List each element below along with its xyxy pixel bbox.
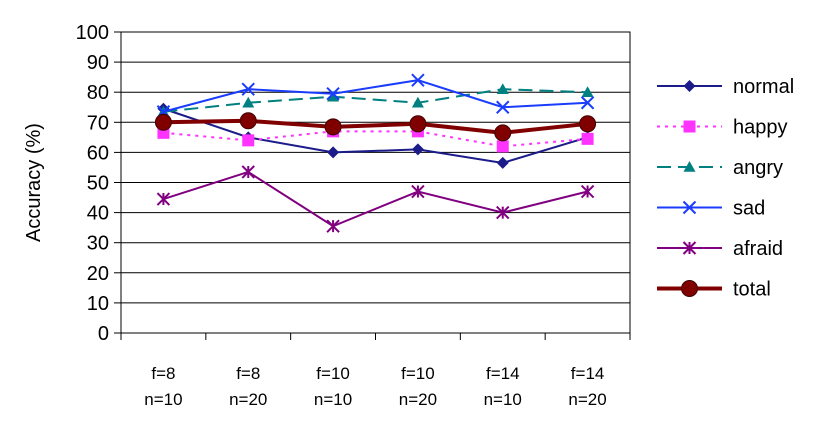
- x-tick-label-line: n=20: [568, 390, 606, 409]
- data-point-afraid: [411, 184, 425, 199]
- data-point-total: [239, 112, 257, 130]
- data-point-sad: [411, 73, 425, 87]
- data-point-angry: [411, 96, 424, 108]
- data-point-sad: [496, 100, 510, 114]
- data-point-afraid: [156, 192, 171, 206]
- y-tick-label: 10: [87, 293, 109, 315]
- y-tick-label: 70: [87, 112, 109, 134]
- series-line-total: [163, 118, 588, 135]
- legend-marker: [683, 161, 696, 172]
- y-tick-label: 80: [87, 82, 109, 104]
- data-point-sad: [241, 82, 255, 96]
- data-point-happy: [581, 132, 594, 145]
- y-tick-label: 90: [87, 52, 109, 74]
- series-line-normal: [163, 107, 588, 164]
- series-angry: [157, 83, 594, 117]
- x-tick-label-line: n=10: [484, 390, 522, 409]
- legend-marker: [681, 280, 698, 297]
- data-point-total: [494, 124, 512, 142]
- data-point-angry: [496, 83, 509, 94]
- x-tick-label: f=14 n=20: [568, 364, 606, 409]
- x-tick-label-line: n=10: [314, 390, 352, 409]
- series-total: [154, 112, 597, 142]
- x-tick-label: f=10 n=10: [314, 364, 352, 409]
- legend-marker: [682, 241, 697, 255]
- gridlines: [121, 31, 630, 304]
- data-point-normal: [327, 146, 340, 159]
- series-line-sad: [163, 79, 588, 113]
- data-point-afraid: [326, 219, 340, 233]
- series-group: [154, 73, 597, 233]
- data-point-normal: [411, 143, 424, 156]
- series-line-afraid: [163, 170, 588, 228]
- data-point-total: [579, 115, 597, 133]
- series-line-happy: [163, 130, 588, 148]
- data-point-total: [324, 118, 342, 136]
- legend-label: angry: [733, 157, 783, 179]
- y-axis-label: Accuracy (%): [23, 123, 45, 242]
- x-tick-label-line: f=10: [316, 364, 350, 383]
- data-point-happy: [242, 134, 255, 147]
- data-point-angry: [581, 86, 594, 97]
- x-tick-label-line: f=10: [401, 364, 435, 383]
- series-sad: [156, 73, 595, 119]
- legend-label: afraid: [733, 238, 783, 260]
- legend-entry-normal: normal: [657, 76, 794, 98]
- axes: [114, 31, 631, 340]
- legend-marker: [682, 200, 697, 215]
- legend-label: happy: [733, 117, 788, 139]
- x-tick-label-line: n=20: [229, 390, 267, 409]
- y-tick-label: 60: [87, 142, 109, 164]
- data-point-total: [409, 115, 427, 133]
- legend: normal happy angry sad afraid total: [657, 76, 794, 301]
- legend-marker: [683, 120, 696, 133]
- x-tick-label-line: f=14: [571, 364, 605, 383]
- y-tick-label: 30: [87, 233, 109, 255]
- legend-entry-happy: happy: [657, 117, 788, 139]
- y-tick-label: 20: [87, 263, 109, 285]
- y-tick-labels: 0 10 20 30 40 50 60 70 80 90 100: [76, 22, 109, 345]
- data-point-normal: [496, 156, 509, 169]
- x-tick-label-line: n=20: [399, 390, 437, 409]
- legend-label: sad: [733, 198, 765, 220]
- legend-entry-sad: sad: [657, 198, 765, 220]
- data-point-afraid: [496, 205, 510, 220]
- series-line-angry: [163, 88, 588, 113]
- x-tick-label-line: f=8: [236, 364, 260, 383]
- data-point-happy: [157, 126, 170, 139]
- legend-label: normal: [733, 76, 794, 98]
- y-tick-label: 40: [87, 203, 109, 225]
- x-tick-label: f=8 n=20: [229, 364, 267, 409]
- x-tick-labels: f=8 n=10f=8 n=20f=10 n=10f=10 n=20f=14 n=10f=…: [144, 364, 606, 409]
- x-tick-label-line: f=14: [486, 364, 520, 383]
- x-tick-label-line: f=8: [151, 364, 175, 383]
- x-tick-label-line: n=10: [144, 390, 182, 409]
- data-point-angry: [242, 96, 255, 108]
- data-point-happy: [496, 140, 509, 153]
- data-point-afraid: [580, 184, 595, 199]
- y-tick-label: 0: [98, 323, 109, 345]
- y-tick-label: 100: [76, 22, 109, 44]
- legend-entry-angry: angry: [657, 157, 783, 179]
- data-point-sad: [580, 96, 595, 110]
- data-point-sad: [326, 86, 340, 101]
- x-tick-label: f=8 n=10: [144, 364, 182, 409]
- x-tick-label: f=14 n=10: [484, 364, 522, 409]
- data-point-angry: [327, 90, 340, 102]
- series-normal: [157, 102, 594, 169]
- legend-entry-total: total: [657, 279, 771, 301]
- legend-entry-afraid: afraid: [657, 238, 783, 260]
- series-afraid: [156, 165, 595, 233]
- y-tick-label: 50: [87, 173, 109, 195]
- data-point-afraid: [241, 165, 255, 179]
- legend-marker: [683, 80, 696, 92]
- data-point-total: [154, 113, 172, 131]
- legend-label: total: [733, 279, 771, 301]
- x-tick-label: f=10 n=20: [399, 364, 437, 409]
